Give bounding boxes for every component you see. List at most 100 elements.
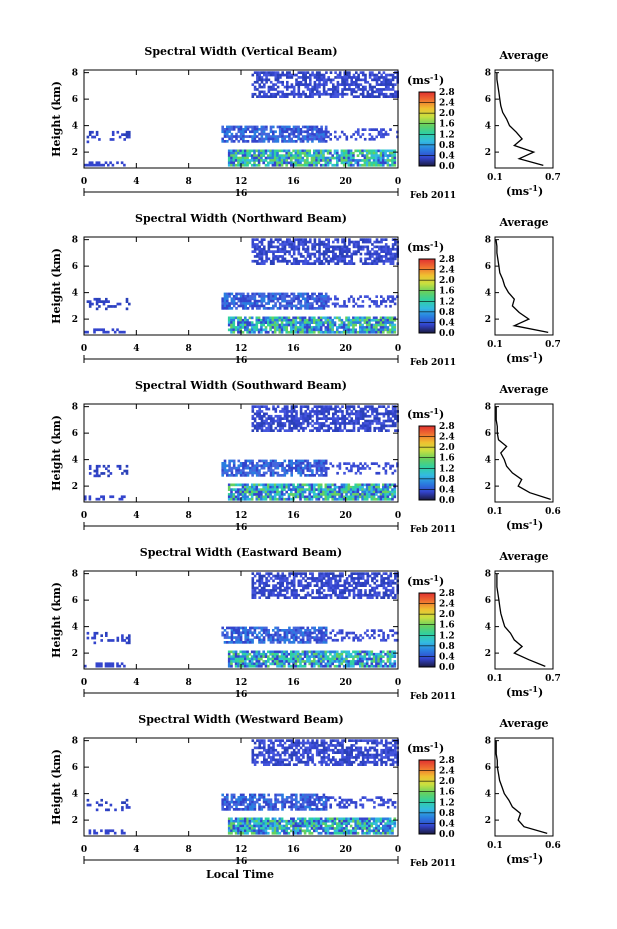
heatmap-cell	[100, 163, 103, 167]
heatmap-cell	[324, 497, 328, 501]
heatmap-cell	[267, 572, 271, 575]
heatmap-cell	[228, 295, 231, 298]
heatmap-cell	[241, 490, 245, 494]
heatmap-cell	[350, 422, 353, 425]
heatmap-cell	[306, 250, 310, 253]
heatmap-cell	[251, 626, 254, 630]
heatmap-cell	[391, 328, 394, 332]
heatmap-cell	[287, 483, 291, 487]
heatmap-cell	[267, 90, 271, 94]
heatmap-cell	[384, 490, 387, 494]
heatmap-cell	[246, 633, 250, 637]
heatmap-cell	[365, 495, 369, 499]
heatmap-cell	[329, 407, 333, 411]
heatmap-cell	[302, 412, 305, 416]
heatmap-cell	[295, 417, 298, 420]
heatmap-cell	[273, 650, 277, 654]
heatmap-cell	[125, 472, 129, 475]
heatmap-cell	[290, 321, 293, 324]
heatmap-cell	[322, 572, 326, 575]
heatmap-cell	[301, 483, 305, 487]
heatmap-cell	[296, 159, 300, 162]
heatmap-cell	[378, 419, 381, 423]
heatmap-cell	[250, 149, 254, 153]
heatmap-cell	[294, 664, 298, 668]
heatmap-cell	[296, 163, 300, 167]
heatmap-cell	[332, 90, 335, 94]
heatmap-cell	[306, 300, 309, 303]
heatmap-cell	[334, 302, 337, 306]
heatmap-cell	[235, 631, 238, 635]
heatmap-cell	[375, 471, 378, 475]
heatmap-cell	[320, 299, 323, 303]
heatmap-cell	[365, 330, 369, 334]
heatmap-cell	[303, 660, 307, 663]
heatmap-cell	[334, 405, 337, 408]
heatmap-cell	[297, 464, 300, 468]
heatmap-cell	[285, 299, 289, 303]
heatmap-cell	[322, 257, 326, 261]
heatmap-cell	[325, 71, 328, 74]
heatmap-cell	[280, 154, 284, 157]
heatmap-cell	[306, 149, 309, 153]
heatmap-cell	[98, 300, 101, 303]
heatmap-cell	[364, 259, 367, 263]
heatmap-cell	[345, 245, 349, 249]
heatmap-cell	[269, 149, 272, 153]
heatmap-cell	[304, 92, 307, 96]
heatmap-cell	[387, 593, 390, 597]
heatmap-cell	[251, 584, 255, 587]
heatmap-cell	[276, 638, 280, 642]
heatmap-cell	[320, 641, 323, 644]
heatmap-cell	[370, 490, 374, 494]
heatmap-cell	[290, 240, 294, 244]
heatmap-cell	[269, 321, 272, 324]
heatmap-cell	[319, 316, 323, 320]
heatmap-cell	[302, 429, 305, 432]
heatmap-cell	[352, 323, 355, 327]
heatmap-cell	[244, 641, 247, 644]
heatmap-cell	[311, 252, 314, 256]
heatmap-cell	[393, 326, 397, 329]
heatmap-cell	[311, 135, 314, 138]
heatmap-cell	[272, 292, 275, 296]
heatmap-cell	[370, 493, 374, 496]
heatmap-cell	[276, 488, 279, 491]
heatmap-cell	[281, 125, 284, 129]
heatmap-cell	[361, 92, 365, 96]
heatmap-cell	[272, 307, 275, 310]
heatmap-cell	[230, 638, 234, 642]
heatmap-cell	[288, 586, 291, 590]
heatmap-cell	[288, 73, 291, 77]
heatmap-cell	[257, 493, 261, 496]
heatmap-cell	[394, 574, 397, 578]
heatmap-cell	[387, 259, 390, 263]
heatmap-cell	[303, 323, 307, 327]
x-tick-label: 4	[133, 177, 139, 187]
heatmap-cell	[313, 125, 316, 129]
heatmap-cell	[391, 471, 395, 475]
heatmap-cell	[302, 255, 305, 258]
heatmap-cell	[262, 130, 266, 134]
heatmap-cell	[256, 262, 259, 265]
heatmap-cell	[327, 78, 330, 82]
heatmap-cell	[290, 414, 294, 418]
heatmap-cell	[315, 161, 318, 165]
average-x-tick-label: 0.1	[487, 340, 503, 350]
heatmap-cell	[292, 589, 296, 592]
heatmap-cell	[107, 300, 110, 303]
heatmap-cell	[246, 151, 249, 155]
heatmap-cell	[333, 330, 337, 334]
heatmap-cell	[373, 577, 376, 580]
heatmap-cell	[352, 638, 355, 642]
heatmap-cell	[333, 321, 337, 324]
heatmap-cell	[371, 73, 374, 77]
heatmap-cell	[366, 80, 370, 84]
heatmap-cell	[368, 593, 372, 597]
heatmap-cell	[313, 83, 317, 86]
heatmap-cell	[281, 83, 284, 86]
heatmap-cell	[286, 76, 289, 79]
heatmap-cell	[318, 422, 321, 425]
heatmap-cell	[292, 466, 296, 470]
heatmap-cell	[315, 90, 319, 94]
